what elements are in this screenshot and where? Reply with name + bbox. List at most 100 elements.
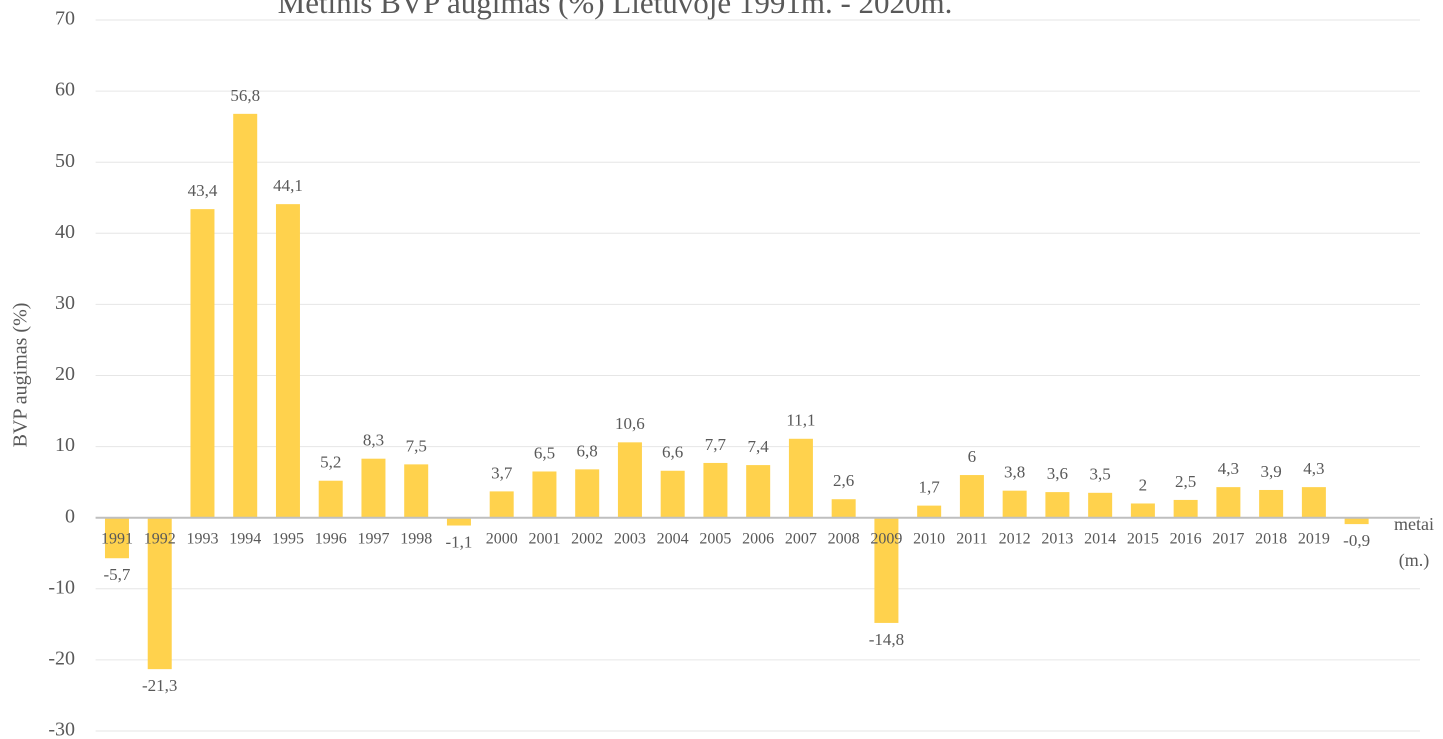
y-tick-label: 40 <box>55 221 75 243</box>
data-label: 56,8 <box>230 86 260 105</box>
bar <box>1045 492 1070 518</box>
bar <box>703 462 728 518</box>
bar <box>1088 492 1113 518</box>
y-tick-label: 20 <box>55 363 75 385</box>
data-label: -21,3 <box>142 676 177 695</box>
x-tick-label: 1997 <box>357 530 389 547</box>
data-label: 7,4 <box>748 437 770 456</box>
bar <box>190 209 215 518</box>
bar <box>746 465 771 518</box>
data-label: 4,3 <box>1218 459 1239 478</box>
x-tick-label: 2003 <box>614 530 646 547</box>
data-label: 1,7 <box>919 478 941 497</box>
x-tick-label: 2018 <box>1255 530 1287 547</box>
x-tick-label: 2019 <box>1298 530 1330 547</box>
data-label: 2,6 <box>833 471 854 490</box>
data-label: 6,8 <box>577 441 598 460</box>
bar <box>361 458 386 518</box>
x-tick-label: 1995 <box>272 530 304 547</box>
x-tick-label: 2009 <box>870 530 902 547</box>
y-tick-label: 50 <box>55 150 75 172</box>
y-tick-label: -30 <box>48 719 75 739</box>
x-tick-label: 2000 <box>486 530 518 547</box>
y-tick-label: 30 <box>55 292 75 314</box>
x-tick-label: 2013 <box>1041 530 1073 547</box>
data-label: 7,5 <box>406 436 427 455</box>
x-tick-label: 2004 <box>657 530 689 547</box>
data-label: 6,6 <box>662 443 683 462</box>
bar <box>959 475 984 518</box>
y-tick-label: 70 <box>55 8 75 30</box>
bar <box>1301 487 1326 518</box>
bar <box>404 464 429 518</box>
y-tick-label: 60 <box>55 79 75 101</box>
x-tick-label: 1998 <box>400 530 432 547</box>
bar <box>575 469 600 518</box>
data-label: 2 <box>1139 475 1148 494</box>
data-label: 3,7 <box>491 463 513 482</box>
data-label: -1,1 <box>445 532 472 551</box>
data-label: -0,9 <box>1343 531 1370 550</box>
x-tick-label: 2008 <box>828 530 860 547</box>
data-label: 8,3 <box>363 431 384 450</box>
data-label: 11,1 <box>786 411 815 430</box>
y-axis-label: BVP augimas (%) <box>10 303 32 448</box>
chart-title: Metinis BVP augimas (%) Lietuvoje 1991m.… <box>278 0 953 20</box>
data-label: 7,7 <box>705 435 727 454</box>
data-label: 43,4 <box>188 181 218 200</box>
x-tick-label: 2015 <box>1127 530 1159 547</box>
x-tick-label: 2006 <box>742 530 774 547</box>
bar <box>917 505 942 518</box>
bar <box>1344 517 1369 525</box>
data-label: 44,1 <box>273 176 303 195</box>
x-tick-label: 2007 <box>785 530 817 547</box>
x-axis-label: metai (m.) <box>1394 514 1434 570</box>
x-tick-label: 1994 <box>229 530 261 547</box>
data-label: 6,5 <box>534 443 555 462</box>
bar <box>275 204 300 518</box>
bar <box>788 438 813 518</box>
bar <box>532 471 557 518</box>
data-label: 3,9 <box>1261 462 1282 481</box>
bar <box>1002 490 1027 518</box>
bar <box>1130 503 1155 518</box>
x-tick-label: 2011 <box>956 530 987 547</box>
x-tick-label: 1991 <box>101 530 133 547</box>
data-label: 3,8 <box>1004 463 1025 482</box>
bar <box>1216 487 1241 518</box>
x-tick-label: 2001 <box>528 530 560 547</box>
data-label: 10,6 <box>615 414 645 433</box>
bar <box>831 499 856 518</box>
data-label: 5,2 <box>320 453 341 472</box>
bar <box>233 113 258 518</box>
data-label: 3,6 <box>1047 464 1068 483</box>
x-tick-label: 2005 <box>699 530 731 547</box>
y-tick-label: -10 <box>48 576 75 598</box>
x-tick-label: 1992 <box>144 530 176 547</box>
x-tick-label: 2016 <box>1170 530 1202 547</box>
data-label: -5,7 <box>104 565 131 584</box>
x-tick-label: 2010 <box>913 530 945 547</box>
data-label: 3,5 <box>1090 465 1111 484</box>
x-tick-label: 1993 <box>186 530 218 547</box>
x-tick-label: 2014 <box>1084 530 1116 547</box>
data-label: 4,3 <box>1303 459 1324 478</box>
x-tick-label: 2017 <box>1212 530 1244 547</box>
x-tick-label: 2002 <box>571 530 603 547</box>
bar <box>1173 499 1198 518</box>
y-tick-label: 0 <box>65 505 75 527</box>
x-tick-label: 2012 <box>999 530 1031 547</box>
data-label: 6 <box>968 447 977 466</box>
bar <box>1259 489 1284 518</box>
data-label: 2,5 <box>1175 472 1196 491</box>
bar <box>660 470 685 518</box>
bar <box>489 491 514 518</box>
bar <box>874 517 899 623</box>
bar <box>446 517 471 526</box>
y-tick-label: -20 <box>48 647 75 669</box>
bar <box>318 480 343 518</box>
bar <box>617 442 642 518</box>
bar <box>147 517 172 670</box>
